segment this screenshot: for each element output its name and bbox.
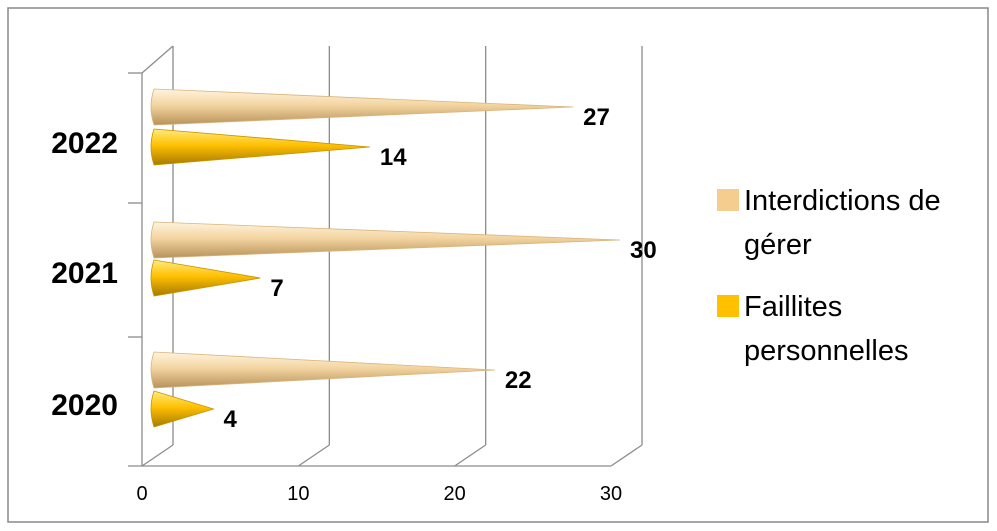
labels-layer: 0 10 20 30 2020 2021 2022 22 30 27 4 7 14 xyxy=(51,104,656,505)
bar-0-2 xyxy=(150,88,574,126)
bars-layer xyxy=(150,88,621,428)
gridline-floor-3 xyxy=(610,444,643,467)
x-tick-label-1: 10 xyxy=(287,483,309,505)
data-label-0-0: 22 xyxy=(505,367,532,394)
legend-label-0-line-1: Interdictions de xyxy=(744,185,941,217)
y-category-label-1: 2021 xyxy=(51,257,118,290)
data-label-1-2: 14 xyxy=(380,144,407,171)
data-label-0-1: 30 xyxy=(630,237,657,264)
gridline-floor-0 xyxy=(141,444,174,467)
gridline-floor-2 xyxy=(454,444,487,467)
x-tick-label-2: 20 xyxy=(444,483,466,505)
bar-0-1 xyxy=(150,221,621,259)
legend-swatch-1 xyxy=(717,295,739,317)
legend-label-0-line-2: gérer xyxy=(744,229,812,261)
y-category-label-2: 2022 xyxy=(51,127,118,160)
bar-1-2 xyxy=(150,128,370,166)
legend-label-1-line-1: Faillites xyxy=(744,291,842,323)
y-category-label-0: 2020 xyxy=(51,389,118,422)
axis-layer xyxy=(128,45,611,467)
bar-1-1 xyxy=(150,259,261,297)
data-label-1-0: 4 xyxy=(224,406,238,433)
bar-0-0 xyxy=(150,351,495,389)
legend-label-1-line-2: personnelles xyxy=(744,335,908,367)
left-wall-top-edge xyxy=(141,45,174,74)
data-label-1-1: 7 xyxy=(270,275,283,302)
bar-1-0 xyxy=(150,390,215,428)
legend: Interdictions de gérer Faillites personn… xyxy=(717,185,941,367)
data-label-0-2: 27 xyxy=(583,104,610,131)
x-tick-label-0: 0 xyxy=(136,483,147,505)
x-tick-label-3: 30 xyxy=(600,483,622,505)
legend-swatch-0 xyxy=(717,189,739,211)
gridline-floor-1 xyxy=(297,444,330,467)
